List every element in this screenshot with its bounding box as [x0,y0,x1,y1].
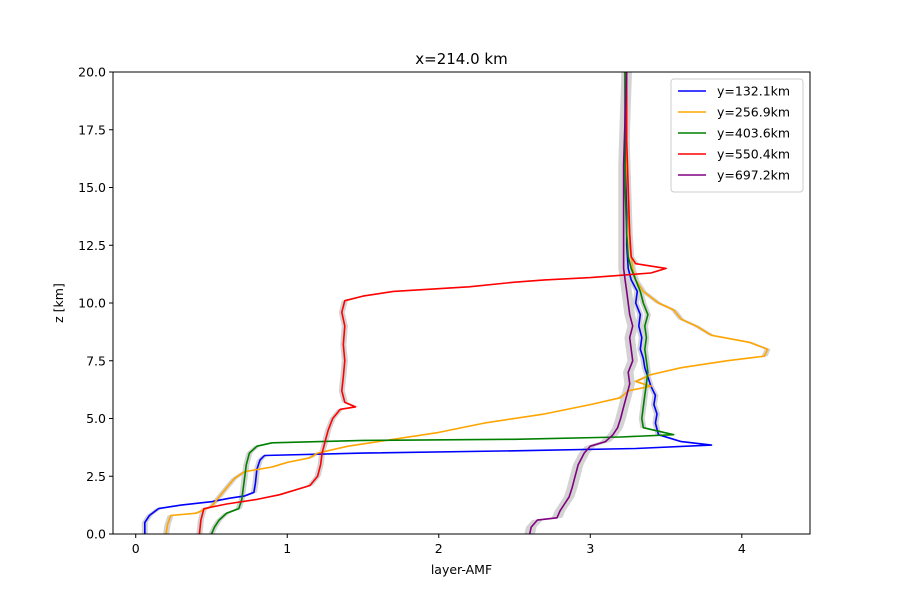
x-tick-label: 0 [132,541,140,556]
y-tick-label: 5.0 [86,411,106,426]
series-line-1 [165,71,769,535]
x-axis-label: layer-AMF [431,562,492,577]
x-axis-ticks: 0 1 2 3 4 [132,534,746,556]
legend: y=132.1km y=256.9km y=403.6km y=550.4km y=69… [670,78,804,193]
series-band-4 [524,72,638,534]
y-tick-label: 0.0 [86,527,106,542]
series-line-4 [528,71,634,535]
series-line-3 [198,72,667,535]
series-line-2 [210,72,675,535]
legend-label: y=550.4km [717,147,790,162]
series-band-3 [196,72,670,534]
y-tick-label: 12.5 [78,238,106,253]
y-tick-label: 20.0 [78,65,106,80]
y-axis-ticks: 0.0 2.5 5.0 7.5 10.0 12.5 15.0 17.5 20.0 [78,65,113,542]
x-tick-label: 4 [738,541,746,556]
series-band-1 [163,72,771,534]
legend-label: y=132.1km [717,84,790,99]
y-tick-label: 2.5 [86,469,106,484]
y-axis-label: z [km] [51,283,66,323]
legend-label: y=256.9km [717,105,790,120]
legend-label: y=697.2km [717,168,790,183]
series-line-0 [144,72,713,534]
y-tick-label: 10.0 [78,296,106,311]
legend-label: y=403.6km [717,126,790,141]
series-lines [144,71,769,535]
y-tick-label: 17.5 [78,122,106,137]
legend-box [670,78,804,193]
y-tick-label: 7.5 [86,353,106,368]
chart-title: x=214.0 km [415,50,507,68]
x-tick-label: 1 [283,541,291,556]
y-tick-label: 15.0 [78,180,106,195]
x-tick-label: 2 [435,541,443,556]
x-tick-label: 3 [586,541,594,556]
